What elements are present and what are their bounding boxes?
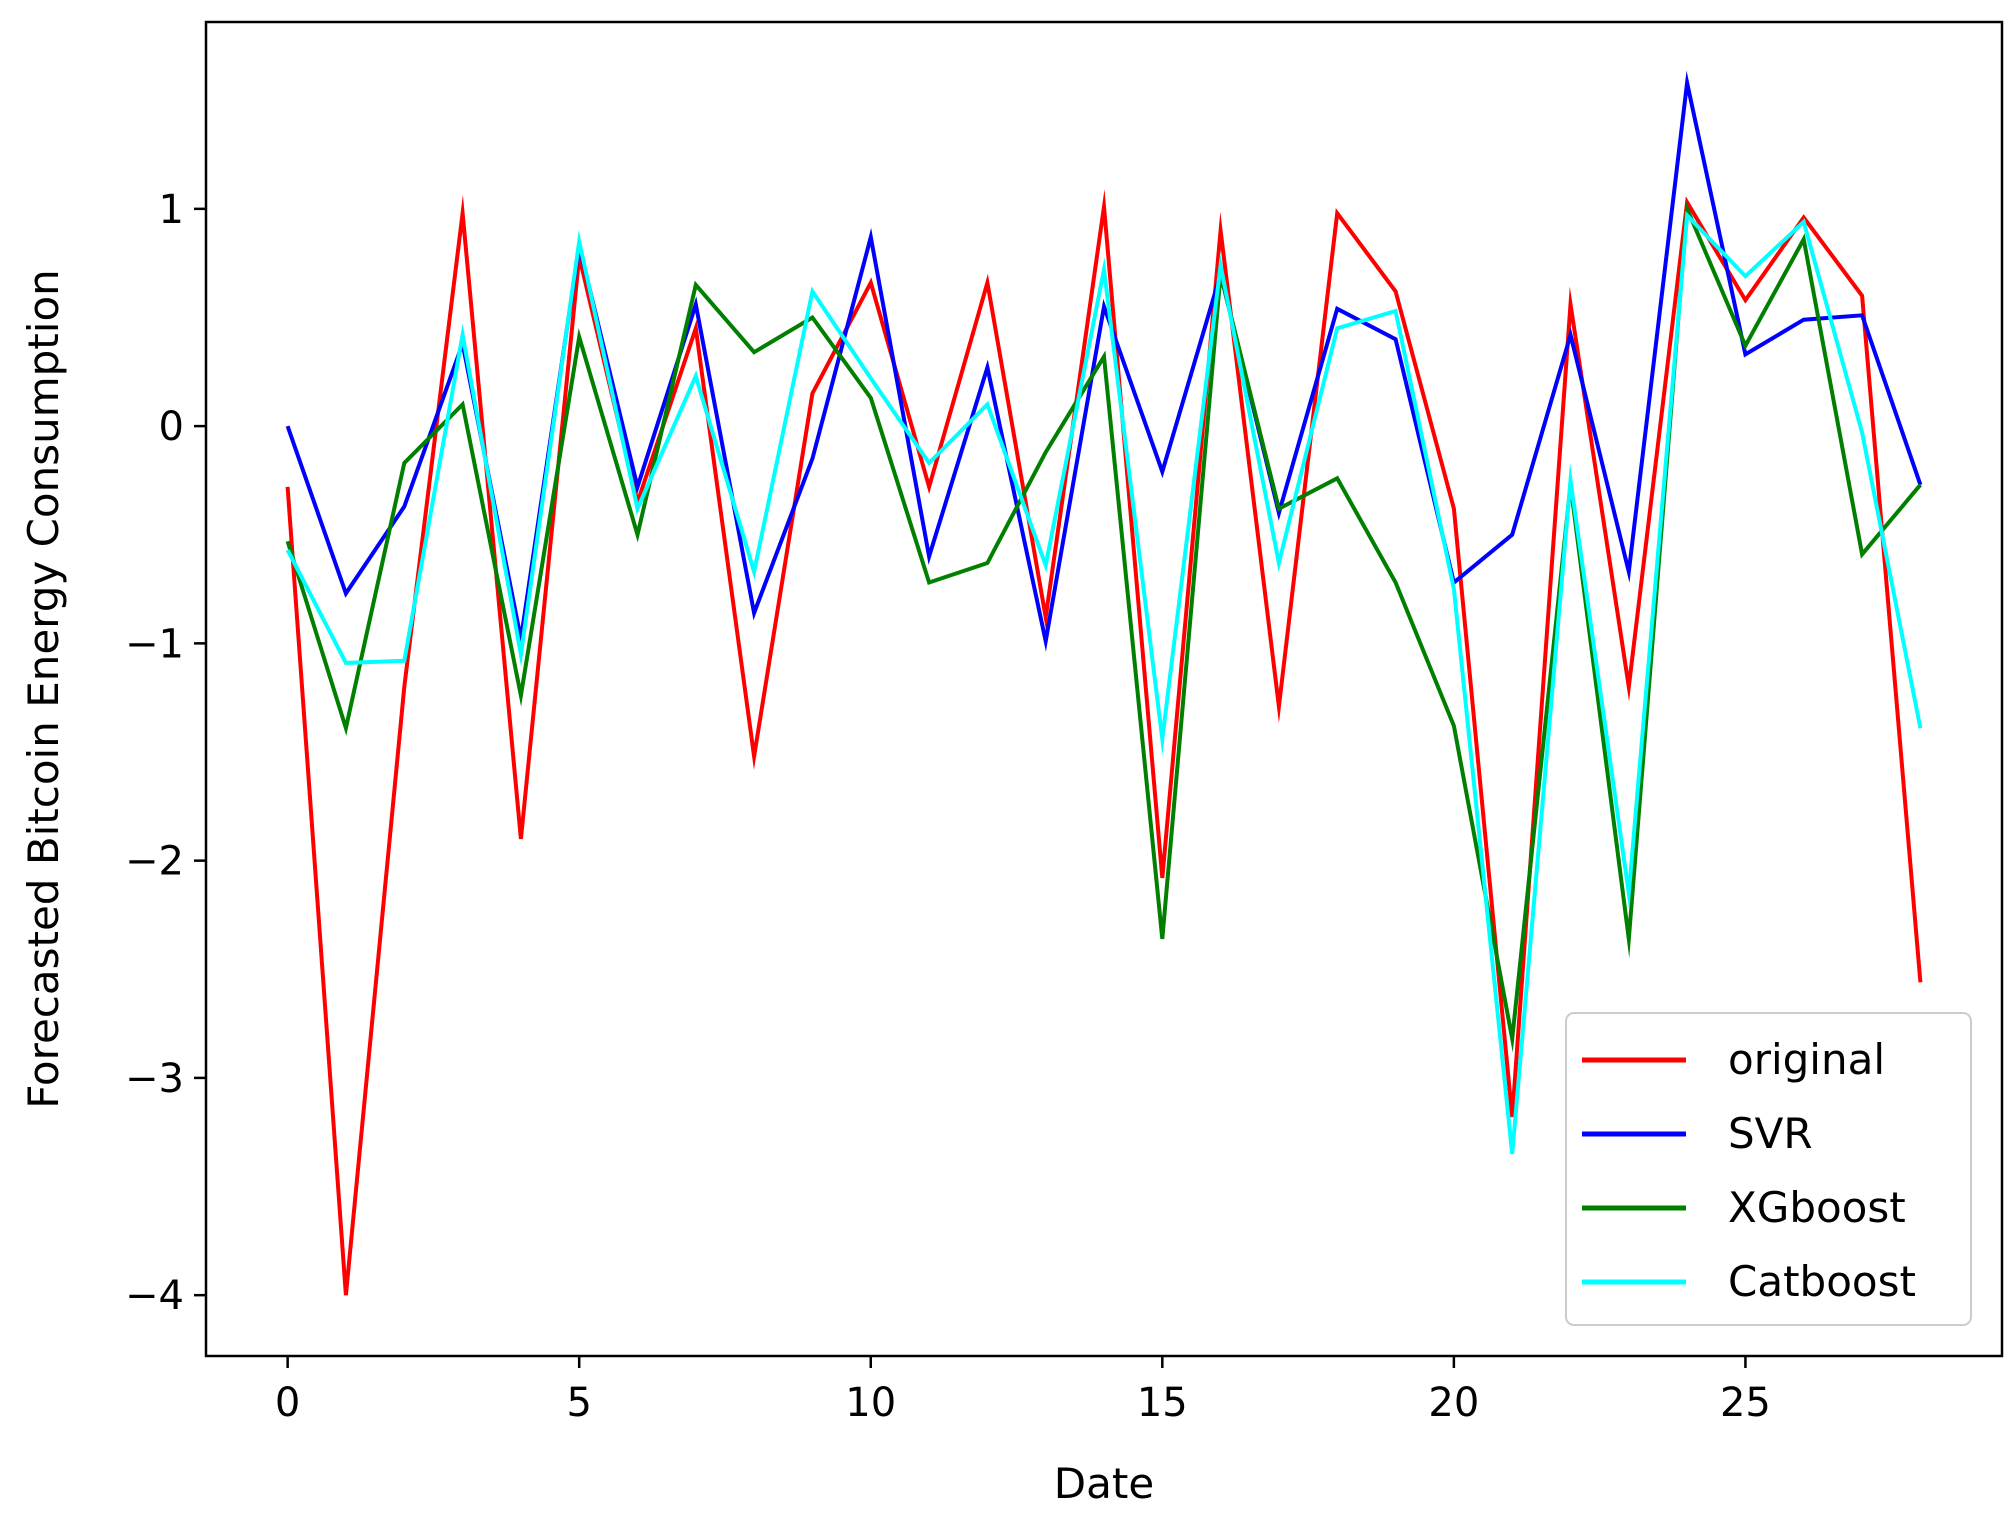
legend: original SVR XGboost Catboost <box>1565 1012 1972 1326</box>
legend-label: SVR <box>1728 1109 1813 1158</box>
x-tick-label: 25 <box>1720 1380 1771 1426</box>
legend-label: original <box>1728 1035 1885 1084</box>
x-tick-label: 10 <box>845 1380 896 1426</box>
x-tick-label: 20 <box>1428 1380 1479 1426</box>
legend-box <box>1565 1012 1972 1326</box>
legend-label: XGboost <box>1728 1183 1906 1232</box>
x-axis-label: Date <box>1054 1459 1154 1508</box>
y-tick-label: −3 <box>125 1056 184 1102</box>
y-tick-label: 0 <box>159 404 184 450</box>
y-tick-label: 1 <box>159 187 184 233</box>
x-tick-label: 0 <box>275 1380 300 1426</box>
series-lines <box>285 70 1923 1296</box>
y-tick-label: −4 <box>125 1273 184 1319</box>
y-axis: −4 −3 −2 −1 0 1 <box>125 187 206 1319</box>
y-axis-label: Forecasted Bitcoin Energy Consumption <box>19 269 68 1109</box>
y-tick-label: −1 <box>125 621 184 667</box>
x-tick-label: 5 <box>566 1380 591 1426</box>
series-line-catboost <box>285 210 1923 1155</box>
x-tick-label: 15 <box>1137 1380 1188 1426</box>
x-axis: 0 5 10 15 20 25 <box>275 1356 1771 1426</box>
series-line-xgboost <box>285 200 1922 1053</box>
plot-area <box>204 20 2004 1358</box>
legend-label: Catboost <box>1728 1257 1916 1306</box>
y-tick-label: −2 <box>125 839 184 885</box>
